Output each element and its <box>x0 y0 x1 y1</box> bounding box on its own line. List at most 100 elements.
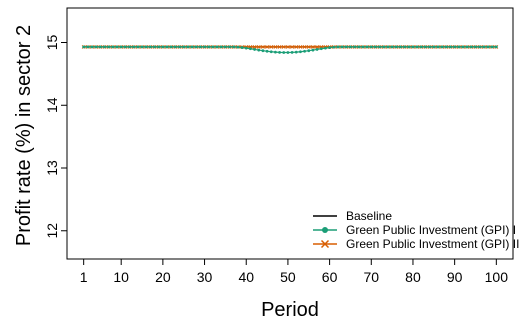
series-gpi2-point-stroke <box>277 44 282 49</box>
x-tick-label: 60 <box>322 269 338 285</box>
series-gpi2-point-stroke <box>290 44 295 49</box>
series-gpi1-point <box>157 45 161 49</box>
series-gpi1-point <box>128 45 131 49</box>
series-gpi1-point <box>215 45 219 49</box>
series-gpi1-point <box>407 45 411 49</box>
series-gpi1-point <box>315 48 319 51</box>
series-gpi1-point <box>299 50 302 54</box>
series-gpi1-point <box>332 45 336 49</box>
series-gpi2-point <box>260 44 265 49</box>
y-axis-title: Profit rate (%) in sector 2 <box>13 25 35 246</box>
series-gpi2-point <box>315 44 320 49</box>
series-gpi1-point <box>303 49 306 53</box>
series-gpi2-point-stroke <box>315 44 320 49</box>
series-gpi1-point <box>340 45 344 49</box>
plot-frame <box>66 7 514 260</box>
legend-label: Baseline <box>346 209 392 223</box>
series-gpi2-point <box>277 44 282 49</box>
series-gpi1-point <box>290 51 294 54</box>
series-gpi1-point <box>278 51 281 54</box>
series-gpi2-point <box>290 44 295 49</box>
series-gpi2-point-stroke <box>302 44 307 49</box>
legend-label: Green Public Investment (GPI) I <box>346 223 516 237</box>
series-gpi1-point <box>324 46 327 50</box>
series-gpi2-point <box>281 44 286 49</box>
series-gpi2-point <box>311 44 315 49</box>
x-tick-label: 80 <box>405 269 421 285</box>
series-gpi1-point <box>374 45 377 49</box>
series-gpi1-point <box>444 45 448 49</box>
series-gpi1-point <box>90 45 94 49</box>
series-gpi1-point <box>144 45 148 49</box>
series-gpi2-point-stroke <box>285 44 290 49</box>
series-gpi1-point <box>244 46 248 50</box>
series-gpi1-point <box>173 45 177 49</box>
series-gpi1-point <box>261 49 265 53</box>
series-gpi1-point <box>357 45 361 49</box>
series-gpi1-point <box>294 50 298 54</box>
series-gpi1-point <box>178 45 181 49</box>
series-gpi1-point <box>469 45 473 49</box>
series-gpi1-point <box>161 45 165 49</box>
series-gpi2-point <box>256 44 261 49</box>
x-tick-label: 70 <box>363 269 379 285</box>
series-gpi1-point <box>482 45 486 49</box>
series-gpi1-line <box>83 46 497 54</box>
series-gpi1-point <box>474 45 477 49</box>
series-gpi2-point-stroke <box>281 44 286 49</box>
series-gpi1-point <box>353 45 357 49</box>
series-gpi1-point <box>311 48 315 52</box>
series-gpi1-point <box>282 51 286 54</box>
series-gpi1-point <box>257 48 261 52</box>
series-gpi1-point <box>274 50 277 54</box>
series-gpi1-point <box>98 45 102 49</box>
series-gpi1-point <box>432 45 436 49</box>
series-gpi1-point <box>403 45 407 49</box>
series-gpi2-point-stroke <box>273 44 278 49</box>
series-gpi2-point <box>298 44 303 49</box>
series-gpi1-point <box>286 51 290 54</box>
series-gpi1-point <box>361 45 365 49</box>
series-gpi1-point <box>232 45 236 49</box>
legend-label: Green Public Investment (GPI) II <box>346 237 519 251</box>
series-gpi2-point-stroke <box>260 44 265 49</box>
legend-marker <box>322 227 328 233</box>
series-gpi1-point <box>240 46 244 49</box>
x-tick-label: 30 <box>197 269 213 285</box>
series-gpi1-point <box>236 45 240 49</box>
series-gpi1-point <box>153 45 156 49</box>
x-tick-label: 10 <box>113 269 129 285</box>
series-layer <box>81 44 499 54</box>
series-gpi2-point <box>265 44 269 49</box>
series-gpi1-point <box>132 45 136 49</box>
series-gpi1-point <box>107 45 111 49</box>
series-gpi1-point <box>223 45 227 49</box>
series-gpi2-point-stroke <box>265 44 269 49</box>
series-gpi1-point <box>111 45 115 49</box>
series-gpi1-point <box>344 45 348 49</box>
series-gpi1-point <box>115 45 119 49</box>
x-tick-label: 50 <box>280 269 296 285</box>
series-gpi1-point <box>478 45 482 49</box>
series-gpi2-point-stroke <box>306 44 311 49</box>
series-gpi1-point <box>169 45 173 49</box>
series-gpi1-point <box>369 45 373 49</box>
series-gpi1-point <box>253 48 256 51</box>
series-gpi1-point <box>382 45 386 49</box>
series-gpi1-point <box>436 45 440 49</box>
y-tick-label: 15 <box>44 35 60 51</box>
series-gpi1-point <box>461 45 465 49</box>
series-gpi1-point <box>386 45 390 49</box>
series-gpi1-point <box>453 45 457 49</box>
series-gpi2-point <box>306 44 311 49</box>
series-gpi1-point <box>82 45 86 49</box>
series-gpi1-point <box>211 45 215 49</box>
series-gpi1-point <box>428 45 432 49</box>
series-gpi1-point <box>440 45 444 49</box>
series-gpi1-point <box>411 45 415 49</box>
series-gpi1-point <box>198 45 202 49</box>
series-gpi1-point <box>136 45 140 49</box>
legend-marker <box>320 239 330 249</box>
x-axis: 1 10 20 30 40 50 60 70 80 90 100 <box>80 259 508 285</box>
